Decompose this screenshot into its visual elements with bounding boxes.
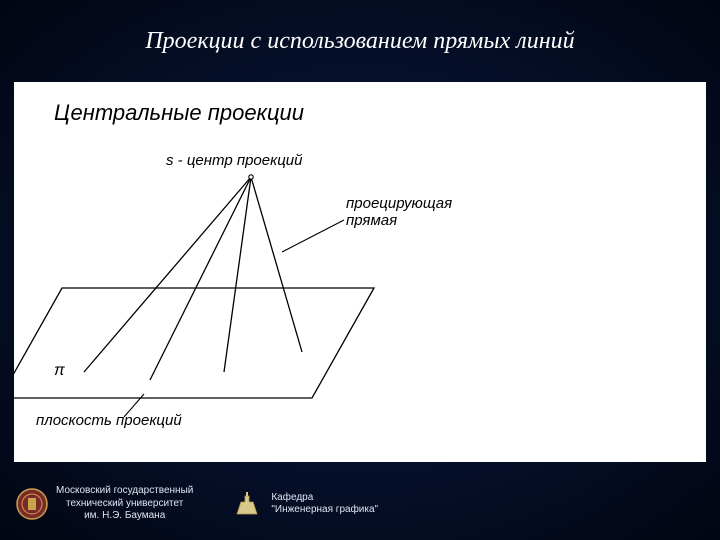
footer-mid-l1: Кафедра bbox=[271, 492, 378, 505]
plane-label: плоскость проекций bbox=[36, 412, 182, 429]
department-building-icon bbox=[231, 488, 263, 520]
proj-line-label-l1: проецирующая bbox=[346, 195, 452, 212]
apex-point bbox=[249, 175, 253, 179]
footer-left-l1: Московский государственный bbox=[56, 485, 193, 498]
leader-to-ray bbox=[282, 220, 344, 252]
ray-3 bbox=[224, 177, 251, 372]
footer-left-text: Московский государственный технический у… bbox=[56, 485, 193, 523]
slide-footer: Московский государственный технический у… bbox=[0, 476, 720, 532]
footer-mid-l2: "Инженерная графика" bbox=[271, 504, 378, 517]
footer-left-l2: технический университет bbox=[56, 498, 193, 511]
footer-mid: Кафедра "Инженерная графика" bbox=[231, 488, 378, 520]
projection-diagram bbox=[14, 82, 706, 462]
diagram-panel: Центральные проекции s - центр проекций … bbox=[14, 82, 706, 462]
slide-title: Проекции с использованием прямых линий bbox=[0, 0, 720, 55]
university-emblem-icon bbox=[16, 488, 48, 520]
ray-4 bbox=[251, 177, 302, 352]
ray-1 bbox=[84, 177, 251, 372]
footer-mid-text: Кафедра "Инженерная графика" bbox=[271, 492, 378, 517]
ray-2 bbox=[150, 177, 251, 380]
projection-plane bbox=[14, 288, 374, 398]
apex-label: s - центр проекций bbox=[166, 152, 302, 169]
pi-symbol: π bbox=[54, 362, 65, 380]
footer-left: Московский государственный технический у… bbox=[16, 485, 193, 523]
proj-line-label-l2: прямая bbox=[346, 212, 452, 229]
footer-left-l3: им. Н.Э. Баумана bbox=[56, 510, 193, 523]
projecting-line-label: проецирующая прямая bbox=[346, 195, 452, 230]
